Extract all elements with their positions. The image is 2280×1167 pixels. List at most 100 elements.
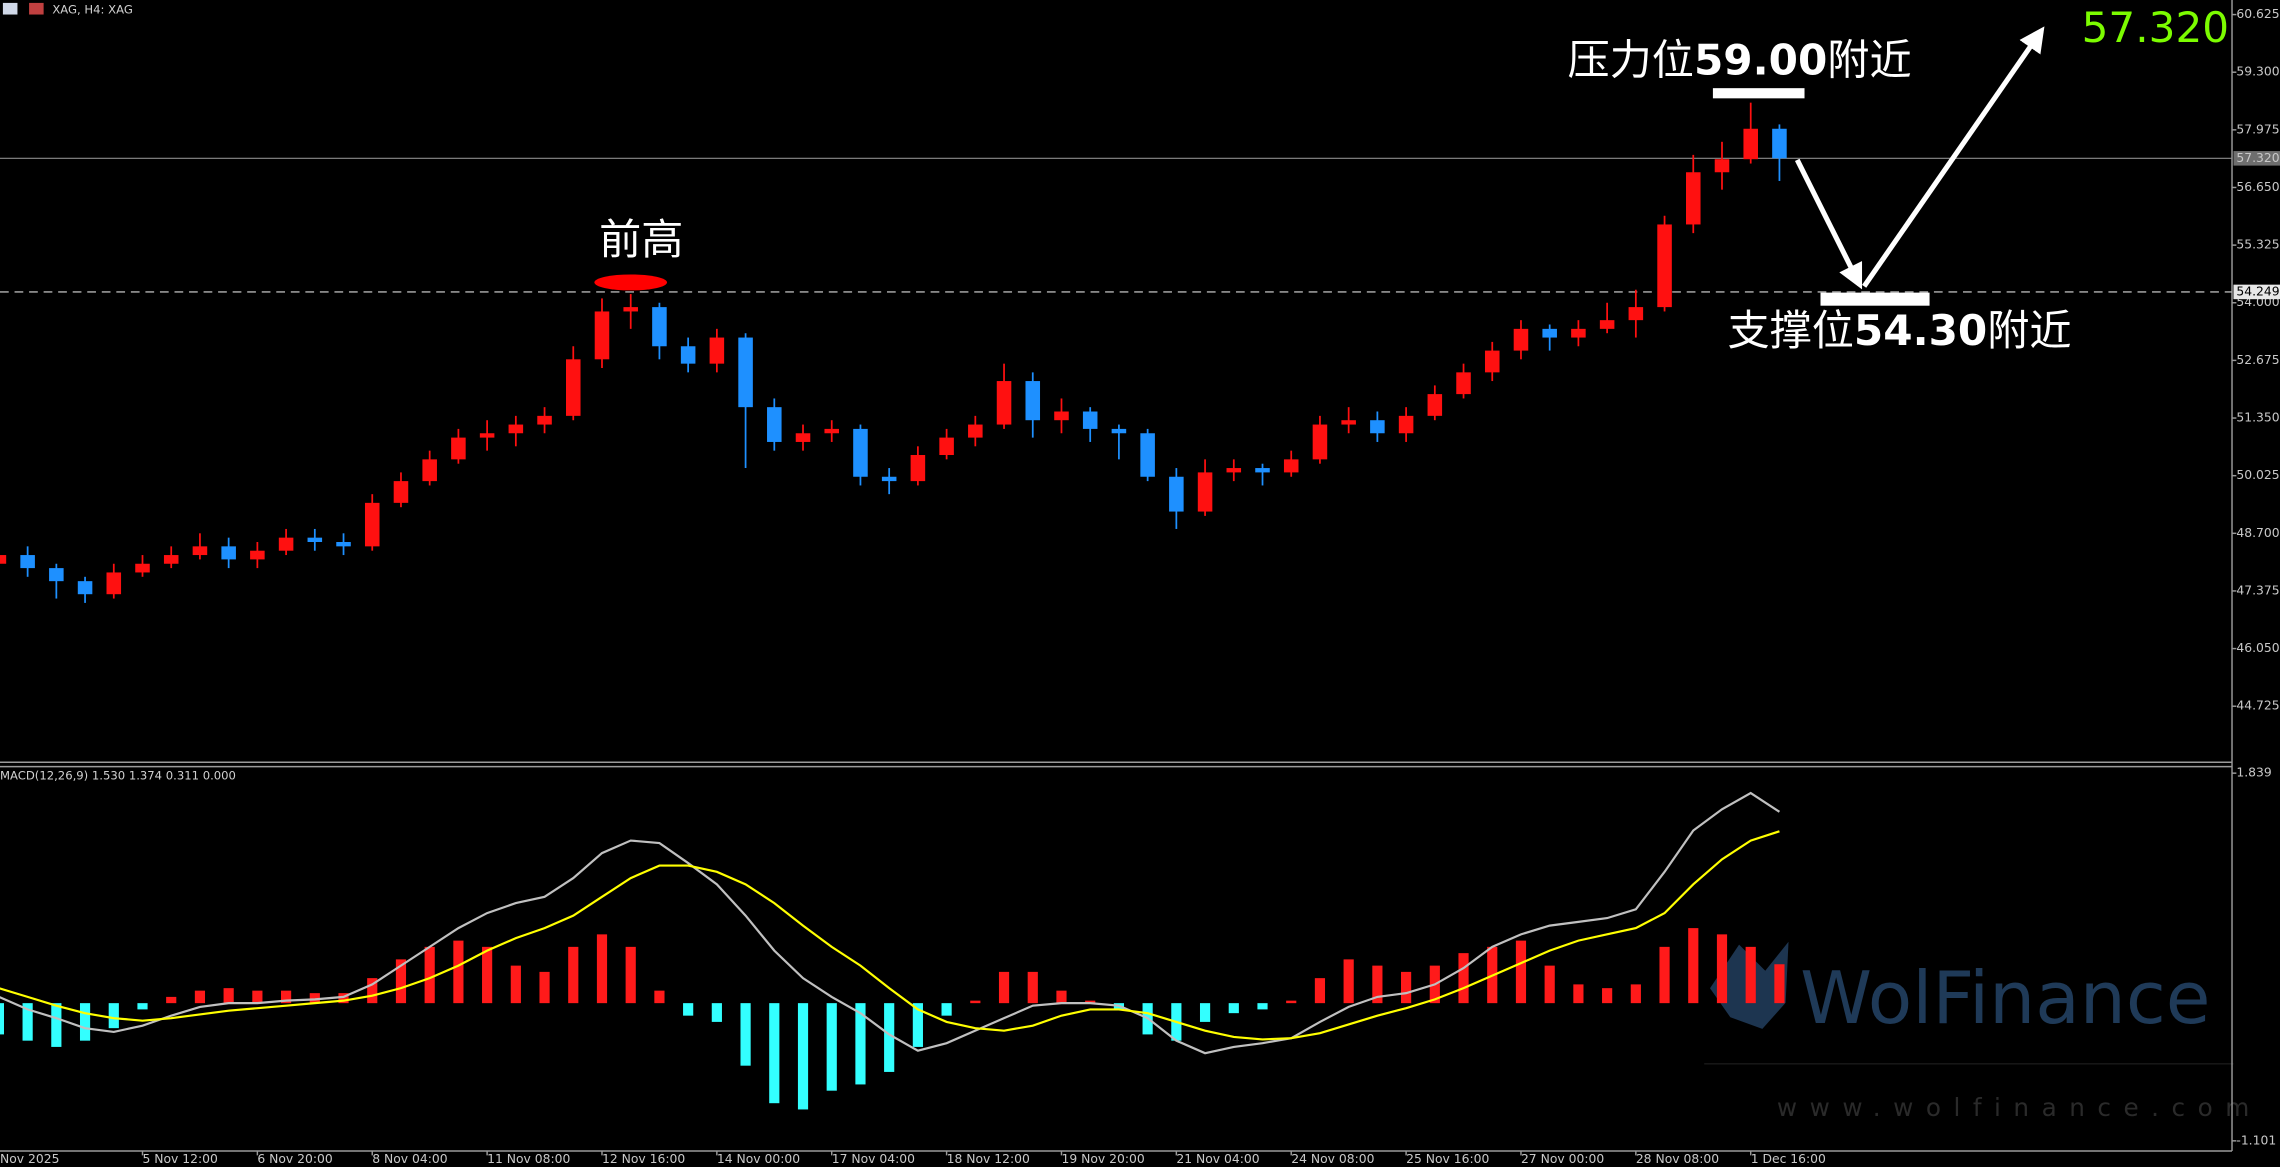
x-tick-label: 25 Nov 16:00 — [1406, 1152, 1489, 1166]
candle-body — [1686, 172, 1701, 225]
histogram-bar — [453, 940, 464, 1004]
candle-body — [767, 407, 782, 442]
candle-body — [594, 311, 610, 360]
candle-body — [1542, 328, 1557, 338]
headline-price: 57.320 — [2082, 3, 2229, 52]
candle-body — [1427, 394, 1443, 416]
y-tick-label: 51.350 — [2236, 411, 2279, 425]
candle-body — [968, 424, 983, 438]
histogram-bar — [797, 1003, 809, 1110]
annotation-text: 压力位 — [1568, 35, 1694, 84]
watermark-brand: WolFinance — [1800, 957, 2210, 1041]
candle-body — [336, 542, 351, 547]
histogram-bar — [884, 1003, 895, 1072]
histogram-bar — [1343, 959, 1354, 1004]
histogram-bar — [1573, 984, 1584, 1004]
candle-body — [1714, 159, 1730, 173]
candle-body — [1743, 128, 1758, 160]
y-tick-label: 50.025 — [2236, 468, 2279, 482]
candle-body — [364, 502, 380, 547]
histogram-bar — [970, 1000, 981, 1004]
annotation-text: 支撑位 — [1727, 305, 1853, 354]
macd-line — [0, 791, 1781, 1055]
candle-body — [393, 481, 409, 503]
candle-body — [508, 424, 524, 434]
histogram-bar — [108, 1003, 119, 1029]
candle-body — [680, 346, 696, 364]
histogram-bar — [1286, 1000, 1297, 1004]
icon — [2, 2, 18, 15]
histogram-bar — [166, 996, 177, 1004]
candle-body — [221, 546, 236, 560]
candle-body — [537, 415, 552, 425]
histogram-bar — [596, 934, 608, 1004]
candle-body — [1255, 468, 1270, 473]
candle-body — [49, 568, 64, 582]
watermark: WolFinance www.wolfinance.com — [1704, 941, 2249, 1122]
histogram-bar — [79, 1003, 91, 1041]
signal-line — [0, 830, 1780, 1041]
histogram-bar — [395, 959, 407, 1004]
histogram-bar — [625, 946, 636, 1004]
candle-body — [1571, 328, 1586, 338]
candle-body — [1599, 320, 1615, 329]
y-tick-label: 52.675 — [2236, 353, 2279, 367]
histogram-bar — [654, 990, 665, 1004]
histogram-bar — [309, 993, 320, 1004]
y-tick-label: 1.839 — [2236, 766, 2271, 780]
x-tick-label: 8 Nov 04:00 — [372, 1152, 448, 1166]
candle-body — [1513, 328, 1529, 351]
candle-body — [1341, 420, 1356, 425]
histogram-bar — [683, 1003, 694, 1016]
candle-body — [192, 546, 208, 556]
candle-body — [451, 437, 466, 460]
x-tick-label: 19 Nov 20:00 — [1061, 1152, 1144, 1166]
price-tag — [2233, 151, 2280, 166]
resistance-bar — [1712, 88, 1805, 99]
histogram-bar — [740, 1003, 751, 1066]
candle-body — [1025, 381, 1041, 421]
x-tick-label: 12 Nov 16:00 — [602, 1152, 685, 1166]
level-tag — [2233, 284, 2280, 300]
histogram-bar — [22, 1003, 33, 1041]
candle-body — [996, 381, 1012, 425]
icon — [29, 2, 44, 15]
candle-body — [250, 550, 265, 560]
plot: 60.62559.30057.97556.65055.32554.00052.6… — [0, 7, 2280, 1166]
histogram-bar — [1372, 965, 1383, 1004]
candle-body — [795, 433, 811, 442]
histogram-bar — [711, 1003, 722, 1022]
histogram-bar — [510, 965, 521, 1004]
histogram-bar — [0, 1003, 4, 1035]
x-tick-label: 21 Nov 04:00 — [1176, 1152, 1259, 1166]
histogram-bar — [1056, 990, 1067, 1004]
indicator-title: MACD(12,26,9) 1.530 1.374 0.311 0.000 — [0, 769, 236, 783]
chart-title: XAG, H4: XAG — [52, 3, 133, 17]
x-tick-label: 11 Nov 08:00 — [487, 1152, 570, 1166]
level-tag-label: 54.249 — [2236, 284, 2279, 298]
y-tick-label: 44.725 — [2236, 699, 2279, 713]
candle-body — [939, 437, 954, 456]
candle-body — [881, 476, 897, 482]
histogram-bar — [1630, 984, 1641, 1004]
price-tag-label: 57.320 — [2236, 151, 2279, 165]
histogram-bar — [1602, 988, 1613, 1004]
histogram-bar — [1659, 946, 1670, 1004]
histogram-bar — [855, 1003, 866, 1085]
y-tick-label: 46.050 — [2236, 641, 2279, 655]
candle-body — [1398, 415, 1414, 434]
candle-body — [135, 563, 150, 573]
histogram-bar — [568, 946, 579, 1004]
candle-body — [163, 555, 179, 564]
candle-body — [77, 581, 93, 595]
arrow — [1862, 26, 2045, 288]
annotation-value: 59.00 — [1694, 35, 1827, 84]
histogram-bar — [1774, 964, 1785, 1004]
histogram-bar — [482, 946, 493, 1004]
histogram-bar — [941, 1003, 952, 1016]
histogram-bar — [1199, 1003, 1211, 1022]
histogram-bar — [1228, 1003, 1239, 1014]
candle-body — [422, 459, 437, 482]
